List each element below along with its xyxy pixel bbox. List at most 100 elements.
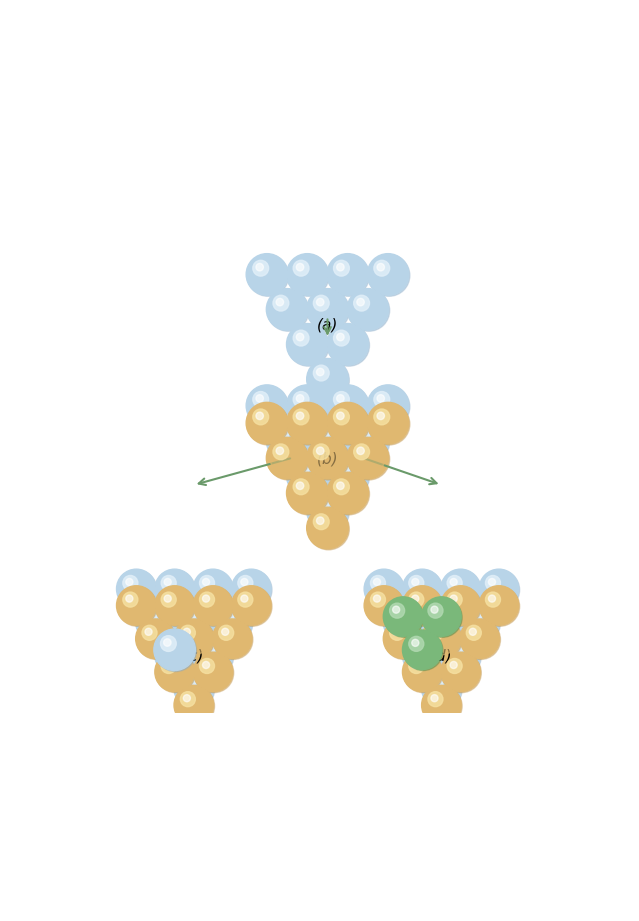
Circle shape [330,406,365,440]
Circle shape [286,253,328,296]
Circle shape [266,420,308,461]
Circle shape [469,612,476,619]
Circle shape [178,623,210,655]
Circle shape [390,603,404,618]
Circle shape [441,652,481,692]
Circle shape [480,587,520,626]
Circle shape [145,612,152,619]
Circle shape [367,589,400,622]
Circle shape [178,672,210,705]
Circle shape [422,686,462,726]
Circle shape [164,578,171,586]
Circle shape [235,573,268,605]
Circle shape [330,389,365,423]
Circle shape [371,406,405,440]
Circle shape [290,476,325,510]
Circle shape [337,263,344,271]
Circle shape [135,619,175,659]
Circle shape [296,482,304,489]
Circle shape [328,386,369,427]
Circle shape [313,426,329,442]
Circle shape [311,494,344,528]
Circle shape [137,620,176,659]
Circle shape [328,255,369,297]
Circle shape [293,461,309,477]
Circle shape [347,288,389,331]
Circle shape [316,499,324,507]
Circle shape [328,324,369,367]
Circle shape [371,389,405,423]
Circle shape [156,653,196,693]
Circle shape [296,412,304,420]
Circle shape [233,587,272,626]
Circle shape [266,288,308,331]
Circle shape [194,653,234,693]
Circle shape [387,606,419,638]
Circle shape [161,592,176,607]
Circle shape [158,633,192,667]
Circle shape [327,455,369,496]
Circle shape [367,385,409,426]
Circle shape [348,421,390,462]
Circle shape [193,586,233,625]
Circle shape [197,589,229,622]
Circle shape [316,517,324,524]
Circle shape [461,620,500,659]
Circle shape [409,642,424,657]
Circle shape [354,296,369,311]
Circle shape [463,623,496,655]
Circle shape [330,327,365,361]
Circle shape [403,653,443,693]
Circle shape [463,606,496,638]
Circle shape [377,395,385,402]
Circle shape [406,656,438,688]
Circle shape [137,603,176,643]
Circle shape [334,461,350,477]
Circle shape [216,606,249,638]
Circle shape [480,570,520,610]
Circle shape [351,292,385,326]
Circle shape [126,595,133,602]
Circle shape [422,603,462,643]
Circle shape [154,629,196,670]
Circle shape [364,569,404,609]
Circle shape [482,589,515,622]
Circle shape [235,589,268,622]
Circle shape [403,630,442,670]
Circle shape [222,628,229,635]
Circle shape [371,592,385,607]
Circle shape [183,628,190,635]
Circle shape [308,491,350,532]
Circle shape [174,685,213,725]
Circle shape [425,600,458,633]
Circle shape [256,263,263,271]
Circle shape [250,406,284,440]
Circle shape [368,403,410,445]
Circle shape [161,659,176,673]
Circle shape [267,438,309,480]
Circle shape [406,573,438,605]
Circle shape [250,257,284,292]
Circle shape [334,331,350,346]
Circle shape [422,598,462,637]
Circle shape [199,642,215,657]
Circle shape [441,635,481,675]
Circle shape [377,263,385,271]
Circle shape [293,331,309,346]
Circle shape [431,628,438,635]
Circle shape [412,595,419,602]
Circle shape [156,570,196,610]
Circle shape [409,659,424,673]
Circle shape [199,576,215,590]
Circle shape [444,589,477,622]
Circle shape [288,456,329,497]
Circle shape [422,602,461,642]
Circle shape [180,675,196,690]
Circle shape [145,628,152,635]
Circle shape [403,631,443,670]
Circle shape [307,490,348,531]
Circle shape [403,570,443,610]
Circle shape [213,603,253,643]
Circle shape [155,635,194,675]
Circle shape [330,459,365,493]
